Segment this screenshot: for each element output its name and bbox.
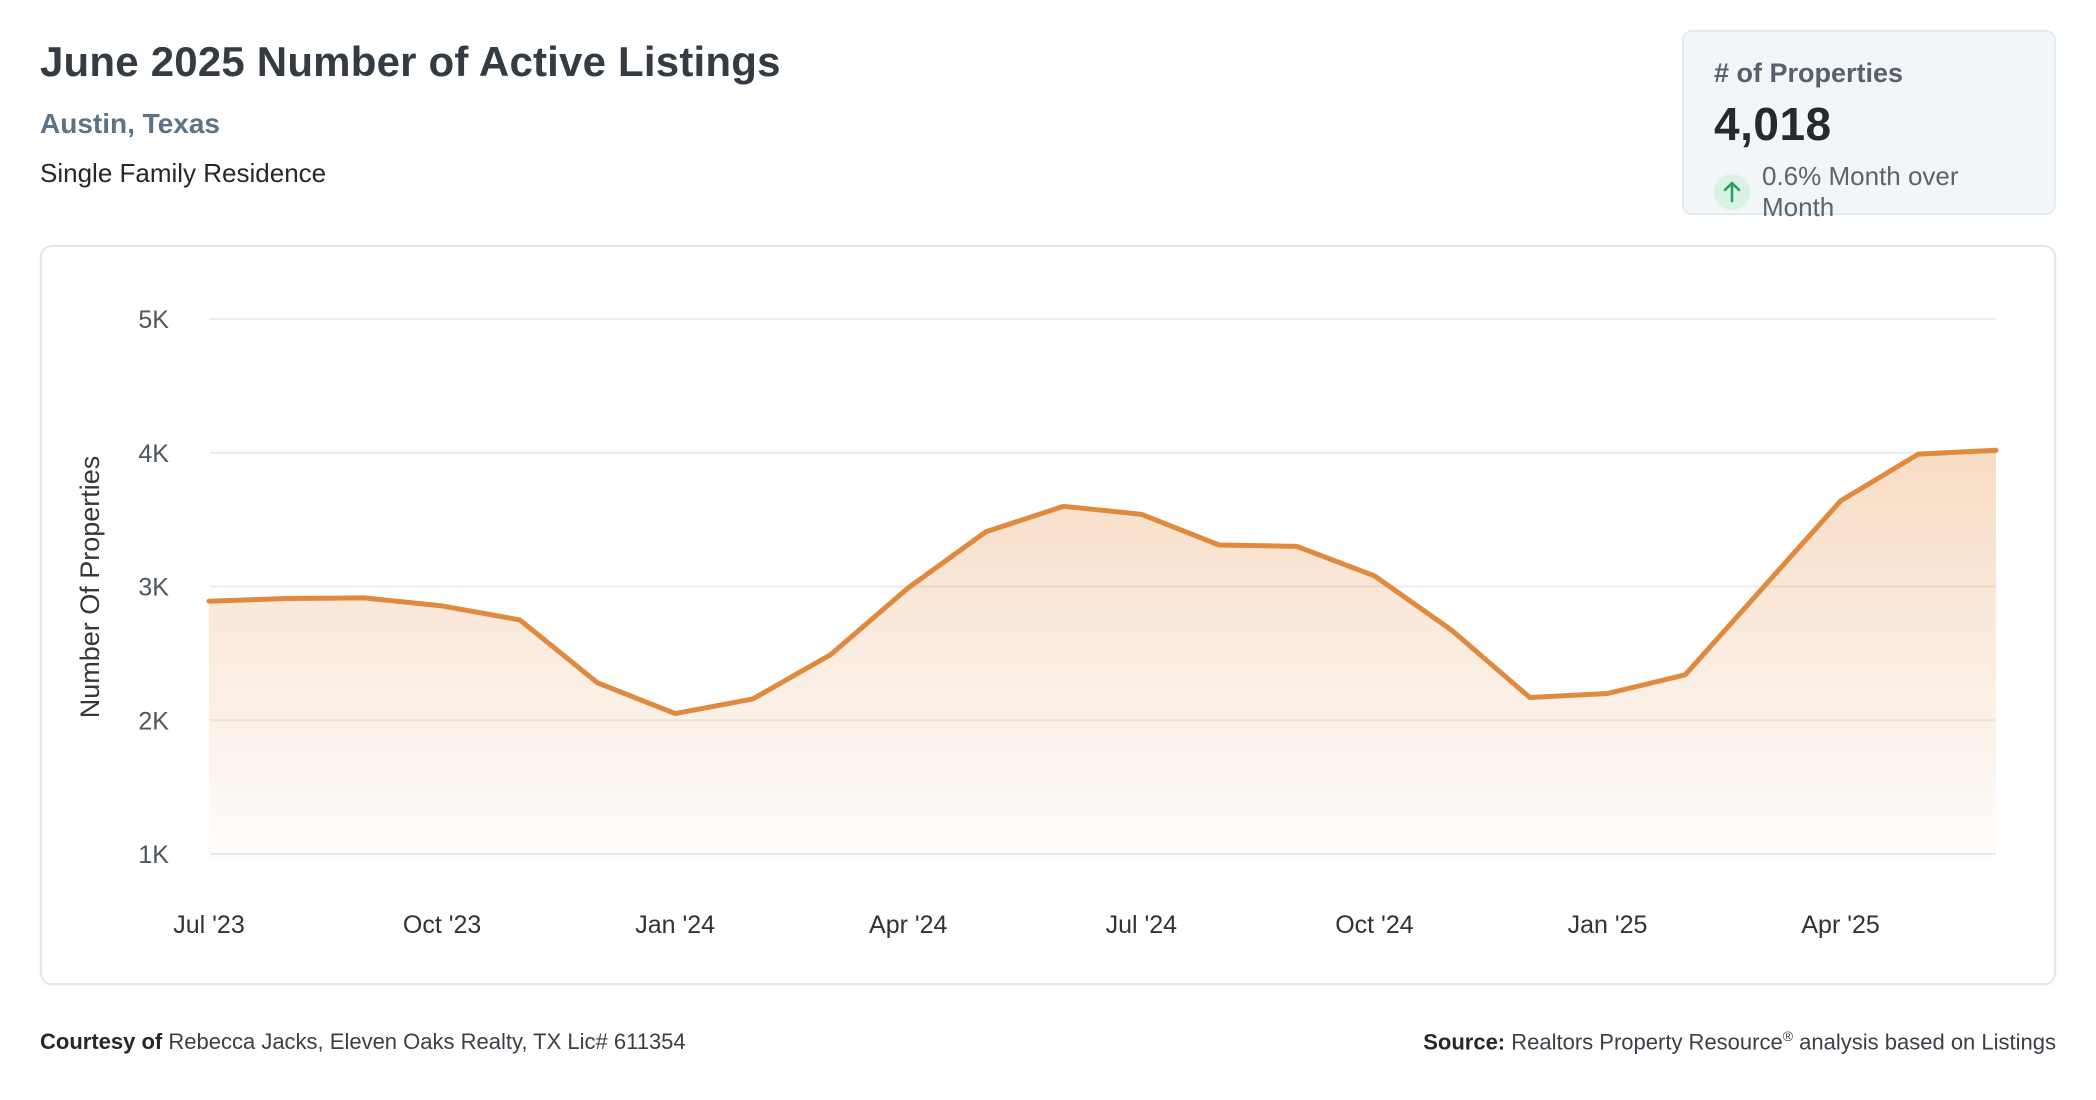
svg-text:5K: 5K <box>138 306 169 334</box>
svg-text:Jul '23: Jul '23 <box>173 911 244 939</box>
location-subtitle: Austin, Texas <box>40 108 220 139</box>
arrow-up-icon <box>1714 174 1750 210</box>
svg-text:Jan '24: Jan '24 <box>635 911 715 939</box>
svg-text:Oct '24: Oct '24 <box>1335 911 1414 939</box>
svg-text:Apr '25: Apr '25 <box>1801 911 1879 939</box>
svg-text:Jul '24: Jul '24 <box>1106 911 1178 939</box>
source-text: Source: Realtors Property Resource® anal… <box>1423 1028 2056 1055</box>
stat-change-text: 0.6% Month over Month <box>1762 161 1959 222</box>
svg-text:Jan '25: Jan '25 <box>1568 911 1648 939</box>
stat-label: # of Properties <box>1714 58 1904 88</box>
courtesy-text: Courtesy of Rebecca Jacks, Eleven Oaks R… <box>40 1029 686 1055</box>
footer: Courtesy of Rebecca Jacks, Eleven Oaks R… <box>40 1028 2056 1055</box>
properties-stat-card: # of Properties 4,018 0.6% Month over Mo… <box>1682 30 2056 222</box>
stat-value: 4,018 <box>1714 98 1832 150</box>
svg-text:Number Of Properties: Number Of Properties <box>75 456 105 719</box>
svg-text:4K: 4K <box>138 440 169 468</box>
svg-text:Apr '24: Apr '24 <box>869 911 948 939</box>
svg-text:2K: 2K <box>138 707 169 735</box>
svg-text:1K: 1K <box>138 841 169 869</box>
listings-chart-card: 1K 2K 3K 4K 5K Jul '23 Oct '23 Jan '24 Apr '24 Ju… <box>40 245 2056 985</box>
svg-text:Oct '23: Oct '23 <box>403 911 481 939</box>
svg-text:3K: 3K <box>138 574 169 602</box>
active-listings-area-chart: 1K 2K 3K 4K 5K Jul '23 Oct '23 Jan '24 Apr '24 Ju… <box>75 306 1999 939</box>
page-title: June 2025 Number of Active Listings <box>40 38 781 85</box>
stat-trend-row: 0.6% Month over Month <box>1714 161 2024 223</box>
property-type-label: Single Family Residence <box>40 158 327 188</box>
